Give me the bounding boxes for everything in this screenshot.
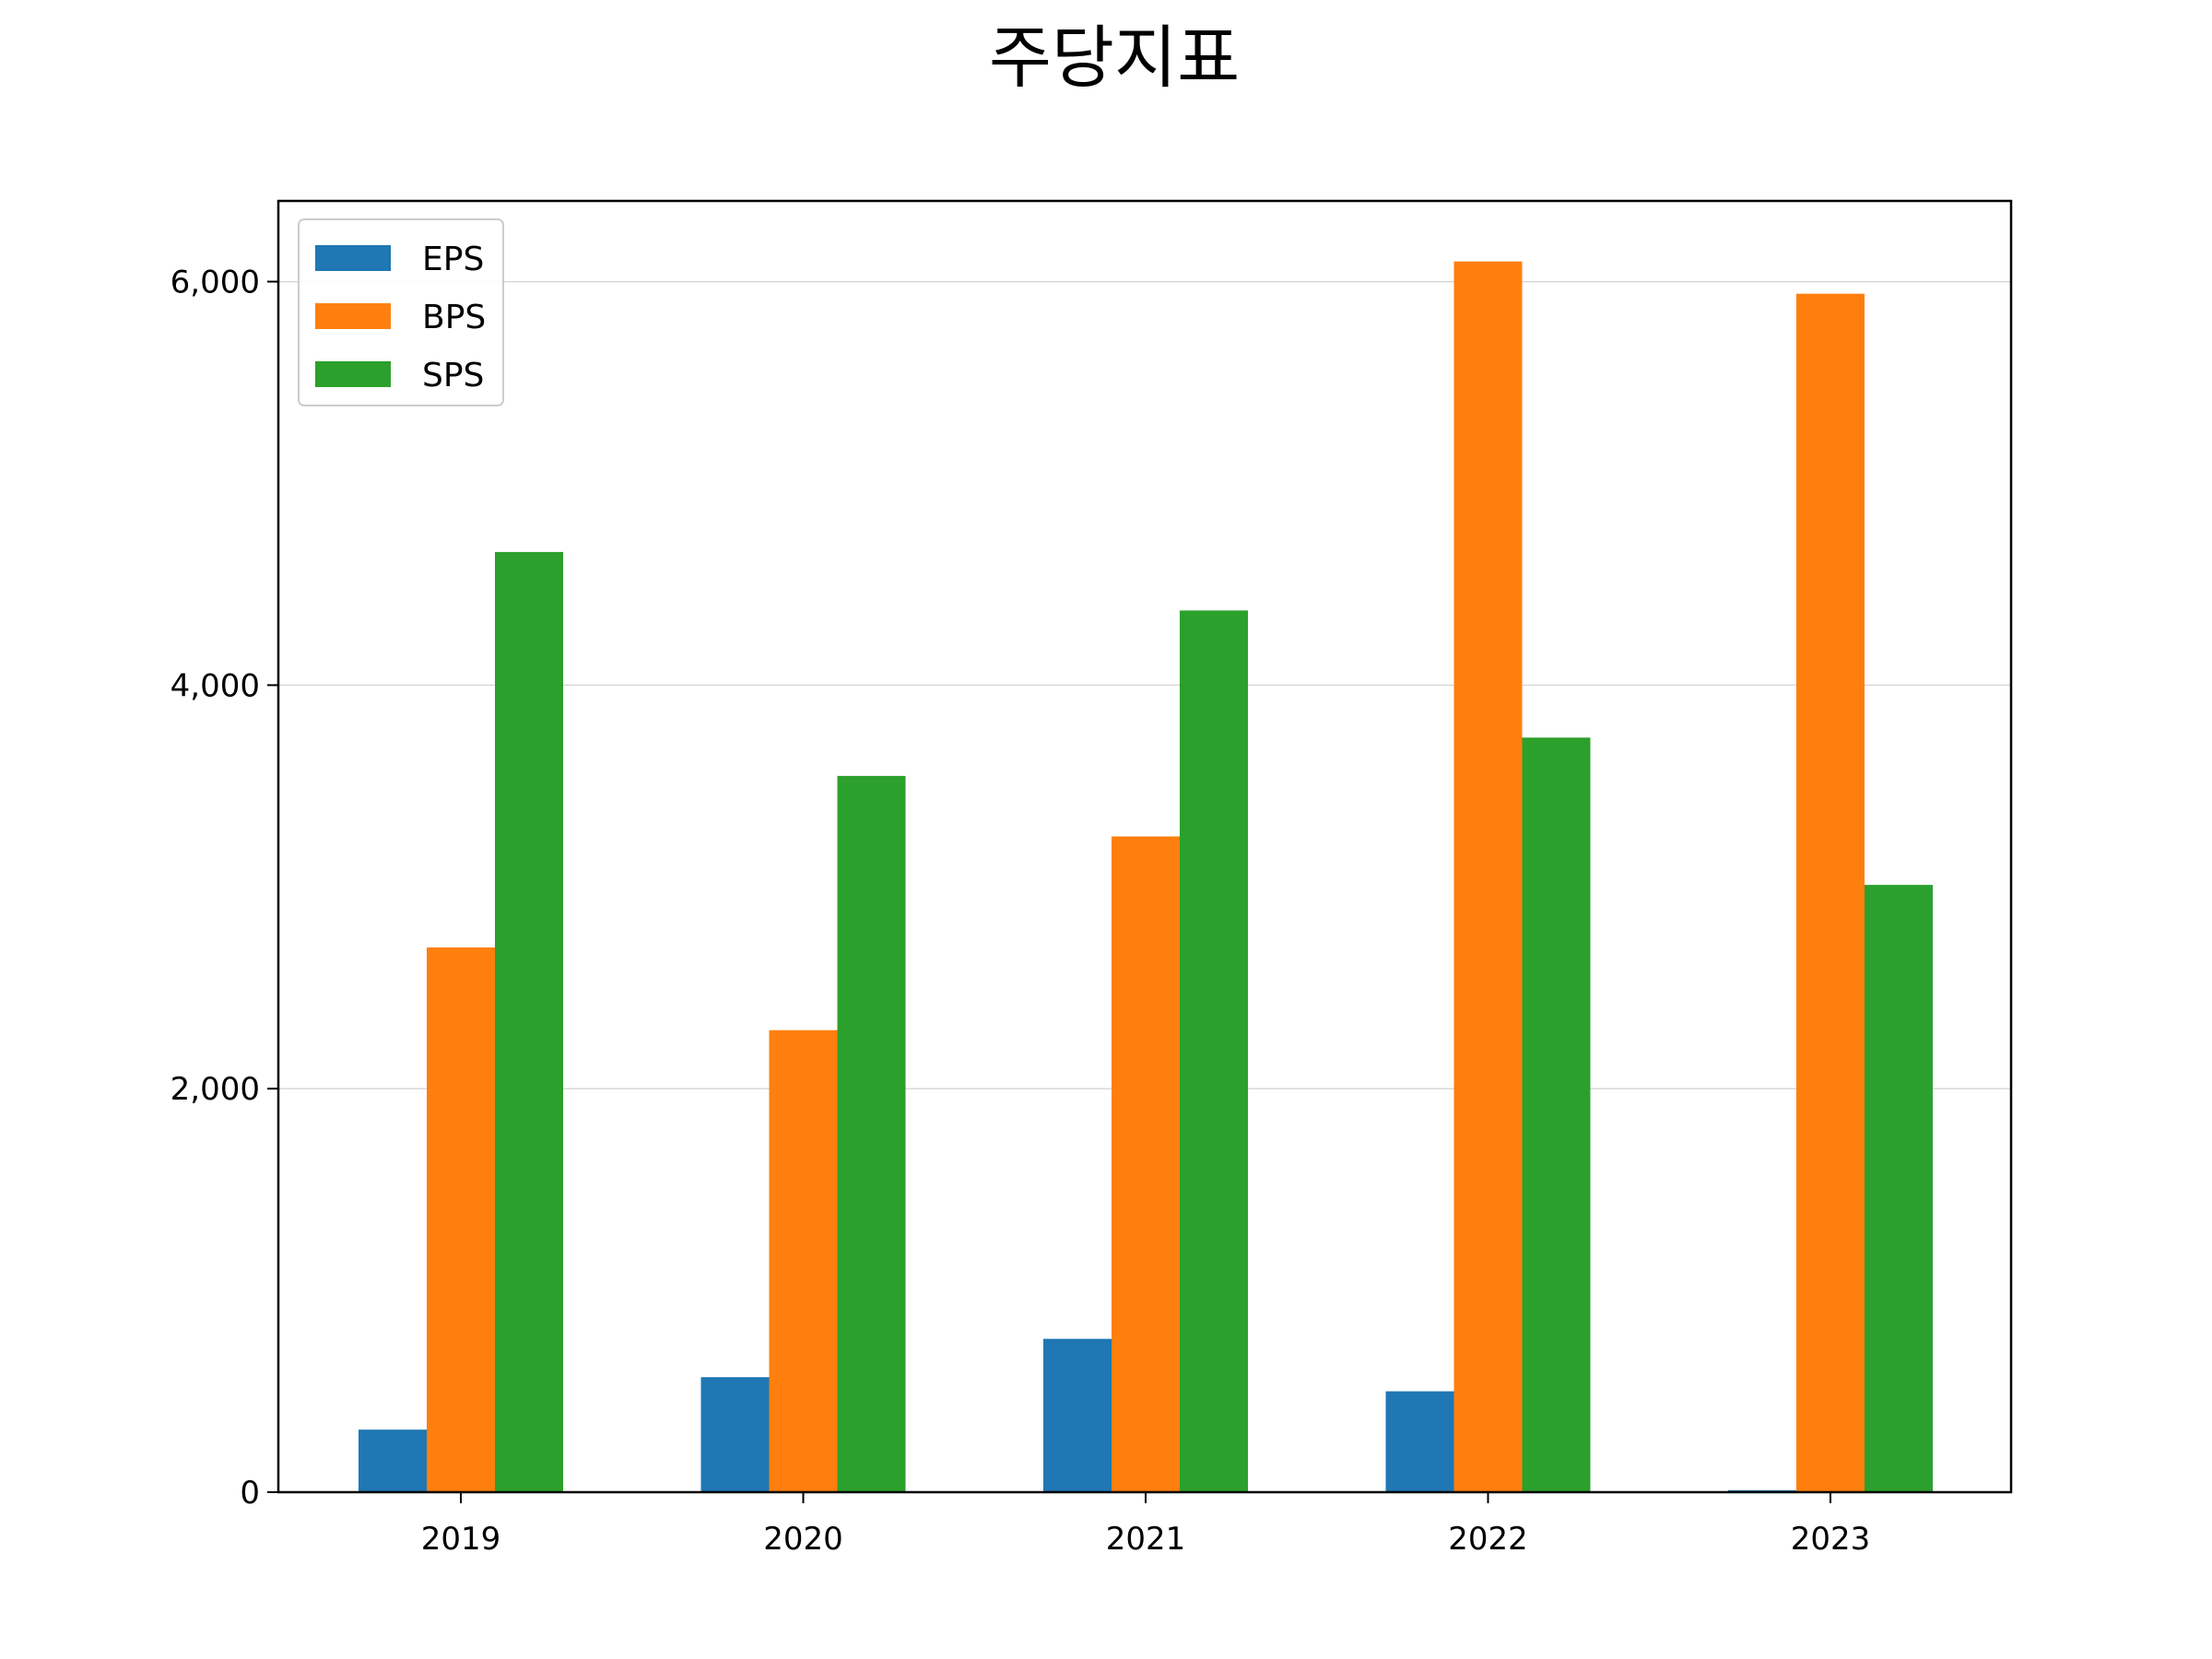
x-tick-label-2023: 2023 — [1791, 1521, 1871, 1558]
legend-swatch-bps — [315, 303, 391, 329]
bar-eps-2021 — [1043, 1338, 1112, 1492]
y-tick-label-1: 2,000 — [171, 1071, 260, 1108]
bar-sps-2020 — [837, 775, 906, 1492]
y-tick-label-2: 4,000 — [171, 667, 260, 704]
bar-sps-2023 — [1865, 885, 1933, 1492]
legend-label-sps: SPS — [422, 357, 484, 394]
bar-eps-2020 — [700, 1377, 770, 1492]
legend-label-bps: BPS — [422, 299, 486, 336]
bar-eps-2019 — [359, 1430, 427, 1492]
bar-bps-2023 — [1796, 293, 1865, 1492]
y-tick-label-0: 0 — [240, 1475, 260, 1512]
legend-swatch-sps — [315, 361, 391, 387]
bar-bps-2021 — [1112, 836, 1180, 1492]
x-tick-label-2019: 2019 — [421, 1521, 501, 1558]
legend-label-eps: EPS — [422, 241, 484, 278]
bar-sps-2019 — [495, 551, 563, 1492]
legend: EPS BPS SPS — [298, 218, 504, 406]
bar-bps-2020 — [769, 1030, 838, 1492]
chart-title: 주당지표 — [989, 18, 1240, 98]
bar-eps-2022 — [1385, 1391, 1454, 1492]
bar-bps-2019 — [427, 947, 495, 1492]
bar-bps-2022 — [1453, 261, 1523, 1492]
x-tick-label-2022: 2022 — [1448, 1521, 1528, 1558]
bar-sps-2021 — [1180, 610, 1248, 1492]
axes: 0 2,000 4,000 6,000 2019 2020 2021 2022 2023 — [171, 265, 1871, 1558]
x-tick-label-2021: 2021 — [1106, 1521, 1186, 1558]
legend-swatch-eps — [315, 245, 391, 271]
x-tick-label-2020: 2020 — [763, 1521, 843, 1558]
bar-sps-2022 — [1522, 737, 1591, 1492]
bars — [359, 261, 1933, 1492]
y-tick-label-3: 6,000 — [171, 265, 260, 301]
